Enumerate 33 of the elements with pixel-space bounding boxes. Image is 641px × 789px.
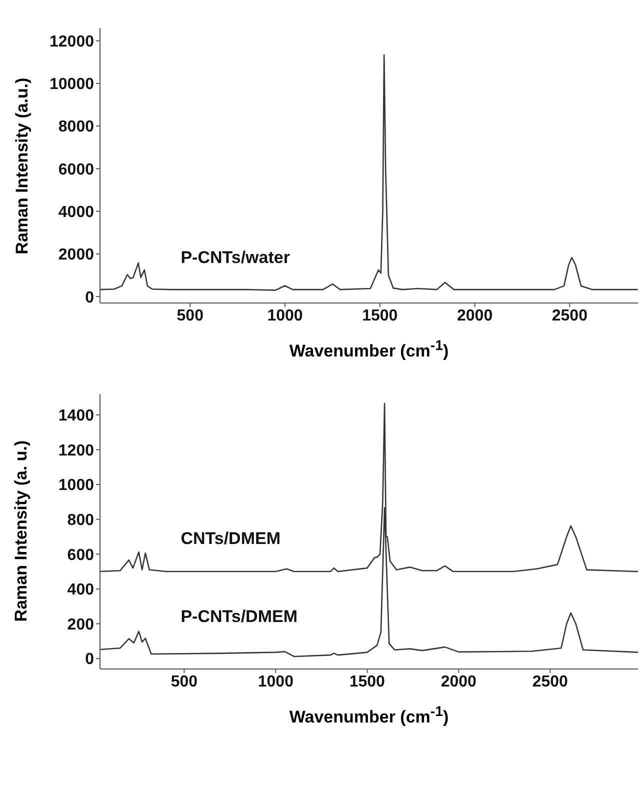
y-axis-title: Raman Intensity (a.u.) (12, 77, 32, 254)
x-tick-label: 2000 (440, 673, 477, 690)
y-tick-label: 1000 (58, 476, 94, 494)
x-tick-label: 1500 (349, 673, 386, 690)
y-tick-label: 1200 (58, 442, 94, 460)
series-label: P-CNTs/DMEM (180, 607, 298, 628)
y-tick-label: 0 (85, 289, 94, 306)
series-label: CNTs/DMEM (180, 529, 280, 550)
series-label: P-CNTs/water (180, 248, 290, 268)
y-tick-label: 6000 (58, 161, 94, 178)
x-tick-label: 2500 (552, 307, 588, 324)
line-series (100, 54, 638, 291)
y-tick-label: 800 (67, 512, 94, 529)
x-axis-title: Wavenumber (cm$^{-1}$) (288, 704, 450, 728)
y-tick-label: 12000 (50, 33, 94, 50)
x-tick-label: 2000 (457, 307, 493, 324)
y-tick-label: 4000 (58, 204, 94, 222)
y-tick-label: 2000 (58, 246, 94, 264)
y-tick-label: 600 (67, 546, 94, 564)
y-tick-label: 200 (67, 616, 94, 634)
y-tick-label: 10000 (50, 76, 94, 94)
y-tick-label: 0 (85, 650, 94, 668)
x-tick-label: 500 (176, 307, 204, 324)
x-tick-label: 2500 (532, 673, 568, 690)
x-tick-label: 1500 (362, 307, 398, 324)
y-tick-label: 1400 (58, 407, 94, 424)
x-tick-label: 1000 (258, 673, 294, 690)
x-axis-title: Wavenumber (cm$^{-1}$) (288, 338, 450, 362)
x-tick-label: 1000 (267, 307, 303, 324)
y-tick-label: 8000 (58, 118, 94, 136)
y-tick-label: 400 (67, 581, 94, 598)
x-tick-label: 500 (170, 673, 198, 690)
y-axis-title: Raman Intensity (a. u.) (12, 440, 32, 622)
